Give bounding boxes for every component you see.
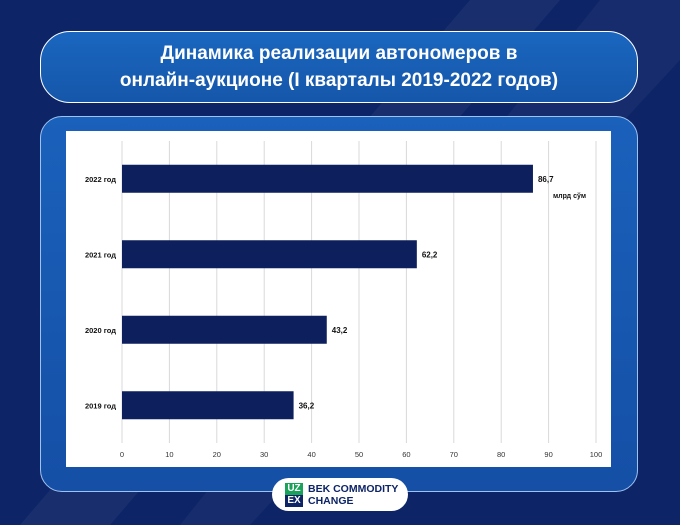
x-tick-label: 50	[355, 450, 363, 459]
data-label: 43,2	[332, 326, 348, 335]
bar	[122, 240, 417, 269]
logo-wordmark: BEK COMMODITY CHANGE	[308, 483, 398, 507]
brand-logo: UZ EX BEK COMMODITY CHANGE	[272, 478, 408, 511]
bar-chart: 0 10 20 30 40 50 60 70 80 90 100 2022 год 86,7 млрд с…	[85, 141, 603, 459]
chart-title: Динамика реализации автономеров в онлайн…	[119, 43, 559, 91]
x-tick-label: 100	[590, 450, 603, 459]
category-label: 2021 год	[85, 250, 116, 259]
x-tick-label: 80	[497, 450, 505, 459]
x-tick-label: 0	[120, 450, 124, 459]
x-tick-label: 20	[213, 450, 221, 459]
data-label: 62,2	[422, 250, 438, 259]
logo-line-1: BEK COMMODITY	[308, 482, 399, 495]
x-tick-label: 90	[544, 450, 552, 459]
category-label: 2019 год	[85, 401, 116, 410]
chart-panel: 0 10 20 30 40 50 60 70 80 90 100 2022 год 86,7 млрд с…	[66, 131, 611, 467]
bar	[122, 164, 533, 193]
logo-mark-top: UZ	[285, 482, 303, 495]
logo-mark: UZ EX	[285, 482, 303, 507]
bar	[122, 315, 327, 344]
x-tick-label: 40	[307, 450, 315, 459]
category-label: 2022 год	[85, 175, 116, 184]
bar	[122, 391, 294, 420]
title-banner: Динамика реализации автономеров в онлайн…	[40, 31, 638, 103]
x-tick-label: 10	[165, 450, 173, 459]
x-tick-label: 70	[450, 450, 458, 459]
data-label: 86,7	[538, 175, 554, 184]
x-tick-label: 30	[260, 450, 268, 459]
data-label: 36,2	[299, 401, 315, 410]
unit-label: млрд сўм	[553, 192, 586, 200]
logo-line-2: CHANGE	[308, 494, 354, 507]
logo-mark-bottom: EX	[285, 494, 303, 507]
category-label: 2020 год	[85, 326, 116, 335]
x-tick-label: 60	[402, 450, 410, 459]
